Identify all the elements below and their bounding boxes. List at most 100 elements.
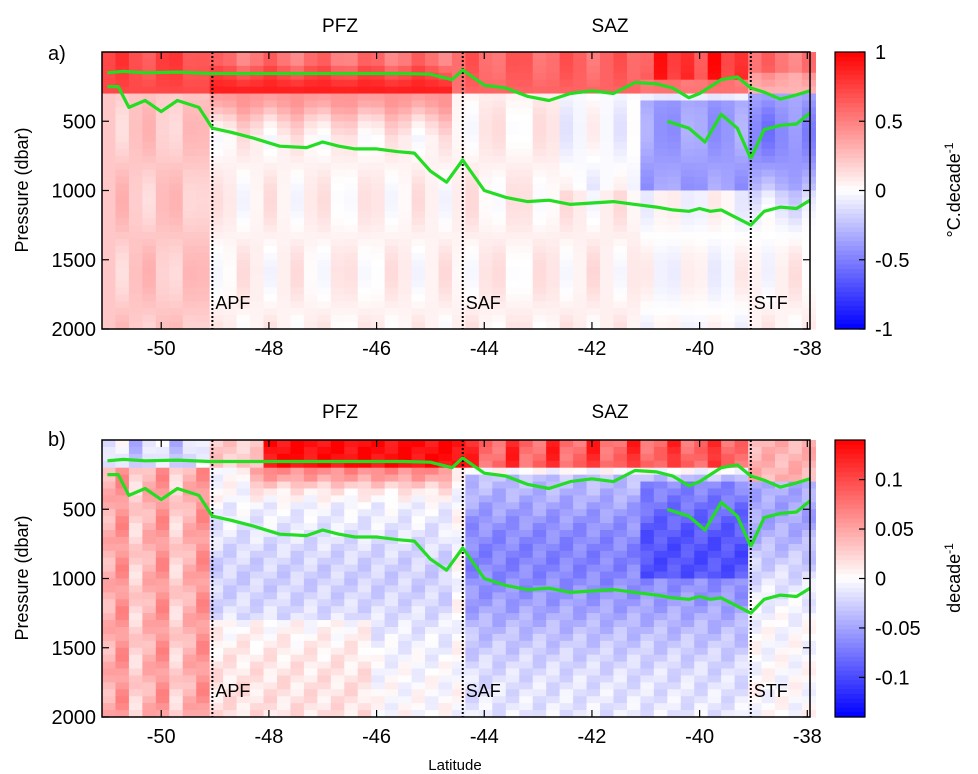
heatmap-cell [707, 661, 722, 670]
heatmap-cell [290, 93, 305, 102]
heatmap-cell [276, 238, 292, 247]
heatmap-cell [559, 142, 574, 150]
heatmap-cell [344, 633, 359, 642]
heatmap-cell [330, 578, 345, 587]
heatmap-cell [505, 620, 520, 628]
y-tick-label: 500 [63, 111, 96, 133]
heatmap-cell [115, 100, 130, 108]
heatmap-cell [142, 280, 157, 289]
heatmap-cell [303, 516, 318, 524]
heatmap-cell [196, 502, 211, 510]
heatmap-cell [384, 682, 399, 690]
heatmap-cell [761, 550, 776, 559]
heatmap-cell [734, 225, 749, 233]
heatmap-cell [209, 613, 224, 621]
heatmap-cell [721, 93, 736, 102]
heatmap-cell [653, 633, 668, 642]
heatmap-cell [250, 162, 265, 171]
heatmap-cell [290, 550, 305, 559]
heatmap-cell [250, 245, 265, 254]
heatmap-cell [761, 322, 776, 330]
heatmap-cell [801, 564, 816, 573]
heatmap-cell [384, 225, 399, 233]
heatmap-cell [801, 114, 816, 122]
heatmap-cell [371, 287, 386, 295]
heatmap-cell [115, 626, 130, 635]
heatmap-cell [223, 557, 238, 566]
heatmap-cell [559, 613, 574, 621]
heatmap-cell [142, 682, 157, 690]
heatmap-cell [371, 72, 386, 81]
heatmap-cell [788, 703, 803, 711]
heatmap-cell [653, 218, 668, 226]
heatmap-cell [532, 65, 547, 74]
heatmap-cell [182, 613, 197, 621]
heatmap-cell [721, 280, 736, 289]
heatmap-cell [303, 93, 318, 102]
heatmap-cell [398, 308, 413, 316]
heatmap-cell [182, 176, 197, 185]
heatmap-cell [492, 204, 507, 212]
heatmap-cell [721, 592, 736, 600]
heatmap-cell [626, 176, 641, 185]
heatmap-cell [425, 315, 440, 323]
heatmap-cell [344, 661, 359, 670]
heatmap-cell [788, 287, 803, 295]
heatmap-cell [573, 467, 588, 476]
heatmap-cell [694, 626, 709, 635]
heatmap-cell [694, 58, 709, 67]
heatmap-cell [128, 294, 143, 302]
heatmap-cell [425, 550, 440, 559]
heatmap-cell [788, 135, 803, 143]
heatmap-cell [223, 675, 238, 683]
heatmap-cell [465, 703, 480, 711]
heatmap-cell [788, 142, 803, 150]
heatmap-cell [169, 606, 184, 614]
heatmap-cell [425, 287, 440, 295]
heatmap-cell [276, 626, 292, 635]
heatmap-cell [748, 613, 763, 621]
contours-b [107, 456, 812, 615]
heatmap-cell [532, 280, 547, 289]
heatmap-cell [748, 176, 763, 185]
heatmap-cell [465, 689, 480, 697]
heatmap-cell [371, 495, 386, 503]
heatmap-cell [250, 647, 265, 656]
heatmap-cell [142, 65, 157, 74]
heatmap-cell [761, 654, 776, 663]
heatmap-cell [748, 121, 763, 129]
heatmap-cell [546, 121, 561, 129]
heatmap-cell [223, 121, 238, 129]
heatmap-cell [250, 86, 265, 95]
heatmap-cell [586, 176, 601, 185]
colorbar-segment [835, 158, 865, 164]
heatmap-cell [290, 176, 305, 185]
heatmap-cell [411, 654, 426, 663]
heatmap-cell [801, 259, 816, 268]
heatmap-cell [801, 640, 816, 649]
heatmap-cell [478, 536, 493, 545]
heatmap-cell [586, 211, 601, 219]
heatmap-cell [344, 135, 359, 143]
heatmap-cell [680, 550, 695, 559]
heatmap-cell [586, 516, 601, 524]
heatmap-cell [465, 606, 480, 614]
heatmap-cell [492, 79, 507, 88]
heatmap-cell [411, 266, 426, 275]
heatmap-cell [223, 585, 238, 593]
heatmap-cell [492, 294, 507, 302]
heatmap-cell [613, 58, 628, 67]
heatmap-cell [155, 668, 170, 677]
heatmap-cell [209, 640, 224, 649]
heatmap-cell [438, 232, 453, 240]
heatmap-cell [707, 86, 722, 95]
heatmap-cell [465, 495, 480, 503]
heatmap-cell [788, 467, 803, 476]
heatmap-cell [775, 647, 790, 656]
heatmap-cell [169, 467, 184, 476]
heatmap-cell [371, 52, 386, 60]
heatmap-cell [465, 121, 480, 129]
heatmap-cell [250, 453, 265, 462]
heatmap-cell [801, 52, 816, 60]
heatmap-cell [492, 107, 507, 115]
